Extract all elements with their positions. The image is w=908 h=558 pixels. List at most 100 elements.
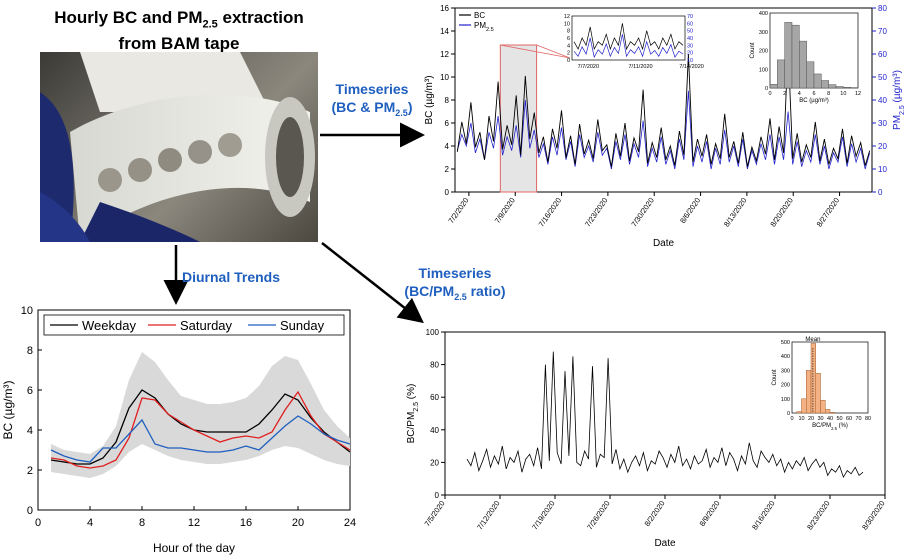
ytick-left-label: 16: [440, 4, 449, 13]
inset-hist-xtick: 2: [783, 91, 786, 97]
xtick-label: 0: [35, 517, 41, 529]
inset-ytick-right: 20: [687, 51, 693, 57]
ytick-left-label: 12: [440, 50, 449, 59]
title-sub: 2.5: [202, 18, 218, 31]
hist-bc-bar: [806, 61, 815, 89]
xtick-label: 24: [344, 517, 356, 529]
ytick-label: 60: [430, 393, 439, 402]
variability-band: [51, 352, 350, 478]
xtick-label: 7/26/2020: [585, 499, 612, 532]
inset-hist-xtick: 70: [855, 416, 861, 422]
inset-hist-ytick: 200: [759, 49, 768, 55]
inset-hist-xtick: 60: [846, 416, 852, 422]
inset-ytick-left: 10: [564, 21, 570, 27]
series-bc-line: [456, 45, 871, 167]
xtick-label: 8/23/2020: [805, 499, 832, 532]
inset-pm-line: [573, 34, 684, 59]
inset-xtick: 7/11/2020: [629, 64, 653, 70]
x-axis-label: Date: [654, 538, 676, 549]
xtick-label: 7/9/2020: [493, 196, 517, 225]
hist-ratio-bar: [825, 409, 831, 414]
xtick-label: 7/16/2020: [537, 196, 564, 229]
inset-bc-line: [573, 23, 684, 51]
hist-bc-bar: [813, 73, 822, 89]
inset-hist-xtick: 10: [798, 416, 804, 422]
y-axis-label: BC (µg/m³): [1, 381, 15, 440]
inset-hist-xtick: 30: [817, 416, 823, 422]
ytick-label: 0: [435, 491, 440, 500]
inset-hist-xtick: 8: [827, 91, 830, 97]
inset-hist-ylabel: Count: [750, 42, 756, 58]
ytick-label: 80: [430, 361, 439, 370]
xtick-label: 16: [240, 517, 252, 529]
sunday-line: [50, 415, 351, 463]
inset-ytick-right: 60: [687, 21, 693, 27]
legend-pm-label: PM2.5: [474, 21, 494, 33]
xtick-label: 20: [292, 517, 304, 529]
ytick-right-label: 0: [878, 188, 883, 197]
hist-ratio-bar: [815, 372, 821, 414]
label-sub: 2.5: [395, 107, 408, 118]
label-ratio-suffix: ratio): [466, 283, 506, 299]
xtick-label: 7/30/2020: [629, 196, 656, 229]
inset-hist-xtick: 50: [836, 416, 842, 422]
ytick-left-label: 14: [440, 27, 449, 36]
xtick-label: 8/6/2020: [678, 196, 702, 225]
ytick-left-label: 4: [445, 142, 450, 151]
y-axis-label-right: PM2.5 (µg/m³): [892, 70, 906, 130]
ytick-right-label: 80: [878, 4, 887, 13]
xtick-label: 8/30/2020: [860, 499, 887, 532]
label-timeseries-bc-pm: Timeseries (BC & PM2.5): [322, 80, 422, 122]
legend-label-weekday-line: Weekday: [82, 318, 136, 333]
xtick-label: 8/20/2020: [768, 196, 795, 229]
ytick-right-label: 60: [878, 50, 887, 59]
ytick-left-label: 2: [445, 165, 450, 174]
inset-ytick-right: 40: [687, 36, 693, 42]
hist-ratio-bar: [796, 411, 802, 414]
mean-label: Mean: [805, 337, 820, 343]
xtick-label: 8: [139, 517, 145, 529]
inset-hist-ytick: 100: [759, 67, 768, 73]
inset-hist-xtick: 0: [768, 91, 771, 97]
inset-xtick: 7/14/2020: [679, 64, 703, 70]
inset-hist-xtick: 80: [865, 416, 871, 422]
title-suffix: extraction: [217, 8, 304, 27]
inset-hist-ytick: 100: [781, 397, 790, 403]
ytick-label: 4: [27, 425, 33, 437]
hist-bc-bar: [828, 84, 837, 89]
xtick-label: 8/16/2020: [750, 499, 777, 532]
hist-bc-bar: [769, 84, 778, 89]
xtick-label: 7/5/2020: [423, 499, 447, 528]
ytick-label: 40: [430, 426, 439, 435]
legend-box: [43, 314, 345, 336]
legend-label-saturday-line: Saturday: [180, 318, 233, 333]
ytick-label: 8: [27, 345, 33, 357]
figure-title: Hourly BC and PM2.5 extraction from BAM …: [40, 8, 318, 54]
weekday-line: [50, 389, 351, 465]
xtick-label: 7/23/2020: [583, 196, 610, 229]
label-prefix: (BC & PM: [331, 99, 396, 115]
label-ratio-sub: 2.5: [454, 291, 467, 302]
ytick-right-label: 30: [878, 119, 887, 128]
inset-hist-ylabel: Count: [772, 369, 778, 385]
inset-hist-ytick: 0: [787, 411, 790, 417]
figure-title-line2: from BAM tape: [118, 34, 240, 54]
figure-title-line1: Hourly BC and PM2.5 extraction: [40, 8, 318, 34]
label-ratio-line1: Timeseries: [418, 265, 492, 281]
inset-hist-xtick: 6: [812, 91, 815, 97]
inset-hist-xtick: 12: [855, 91, 861, 97]
inset-ytick-left: 0: [567, 58, 570, 64]
xtick-label: 7/12/2020: [475, 499, 502, 532]
inset-hist-xtick: 40: [827, 416, 833, 422]
series-pm25-line: [456, 90, 871, 170]
inset-hist-xtick: 20: [808, 416, 814, 422]
inset-ytick-left: 12: [564, 14, 570, 20]
label-line2: (BC & PM2.5): [322, 98, 422, 122]
zoom-region: [499, 44, 538, 193]
inset-hist-ytick: 500: [781, 340, 790, 346]
x-axis-label: Hour of the day: [153, 541, 235, 555]
ytick-right-label: 20: [878, 142, 887, 151]
bam-tape-photo: [40, 52, 318, 242]
legend-bc-label: BC: [474, 11, 485, 20]
